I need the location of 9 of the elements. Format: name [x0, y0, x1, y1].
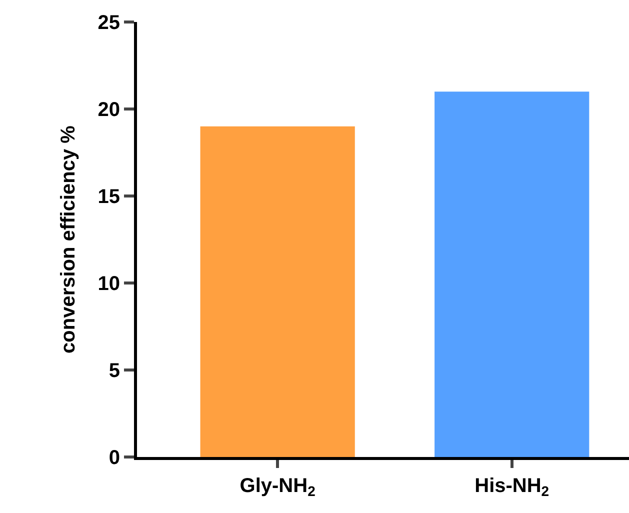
y-tick-label: 15	[98, 186, 120, 208]
y-tick-label: 25	[98, 12, 120, 34]
y-tick-label: 0	[108, 447, 120, 469]
y-tick-label: 20	[98, 99, 120, 121]
x-tick-label: Gly-NH$_{2}$	[240, 475, 316, 500]
y-axis-title: conversion efficiency %	[57, 125, 80, 354]
x-tick-label: His-NH$_{2}$	[474, 475, 550, 500]
y-tick-label: 10	[98, 273, 120, 295]
y-tick-label: 5	[108, 360, 120, 382]
